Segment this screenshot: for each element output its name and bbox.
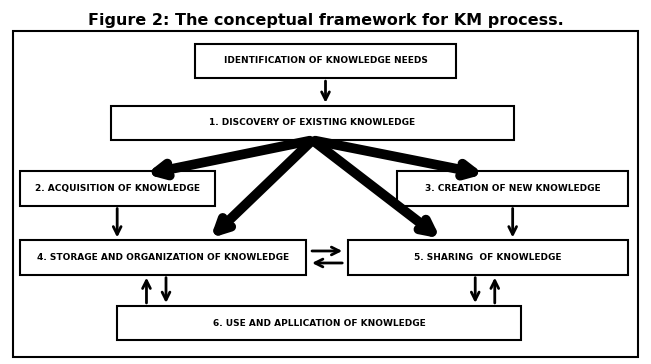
FancyBboxPatch shape [13,31,638,357]
Text: 4. STORAGE AND ORGANIZATION OF KNOWLEDGE: 4. STORAGE AND ORGANIZATION OF KNOWLEDGE [36,253,289,262]
Text: 6. USE AND APLLICATION OF KNOWLEDGE: 6. USE AND APLLICATION OF KNOWLEDGE [213,318,425,328]
FancyBboxPatch shape [111,106,514,140]
FancyBboxPatch shape [117,306,521,340]
Text: IDENTIFICATION OF KNOWLEDGE NEEDS: IDENTIFICATION OF KNOWLEDGE NEEDS [223,56,428,66]
Text: Figure 2: The conceptual framework for KM process.: Figure 2: The conceptual framework for K… [88,13,563,28]
Text: 3. CREATION OF NEW KNOWLEDGE: 3. CREATION OF NEW KNOWLEDGE [425,184,600,193]
FancyBboxPatch shape [195,44,456,78]
FancyBboxPatch shape [20,171,215,206]
FancyBboxPatch shape [20,240,306,275]
FancyBboxPatch shape [348,240,628,275]
Text: 5. SHARING  OF KNOWLEDGE: 5. SHARING OF KNOWLEDGE [415,253,562,262]
FancyBboxPatch shape [397,171,628,206]
Text: 2. ACQUISITION OF KNOWLEDGE: 2. ACQUISITION OF KNOWLEDGE [35,184,200,193]
Text: 1. DISCOVERY OF EXISTING KNOWLEDGE: 1. DISCOVERY OF EXISTING KNOWLEDGE [210,118,415,127]
